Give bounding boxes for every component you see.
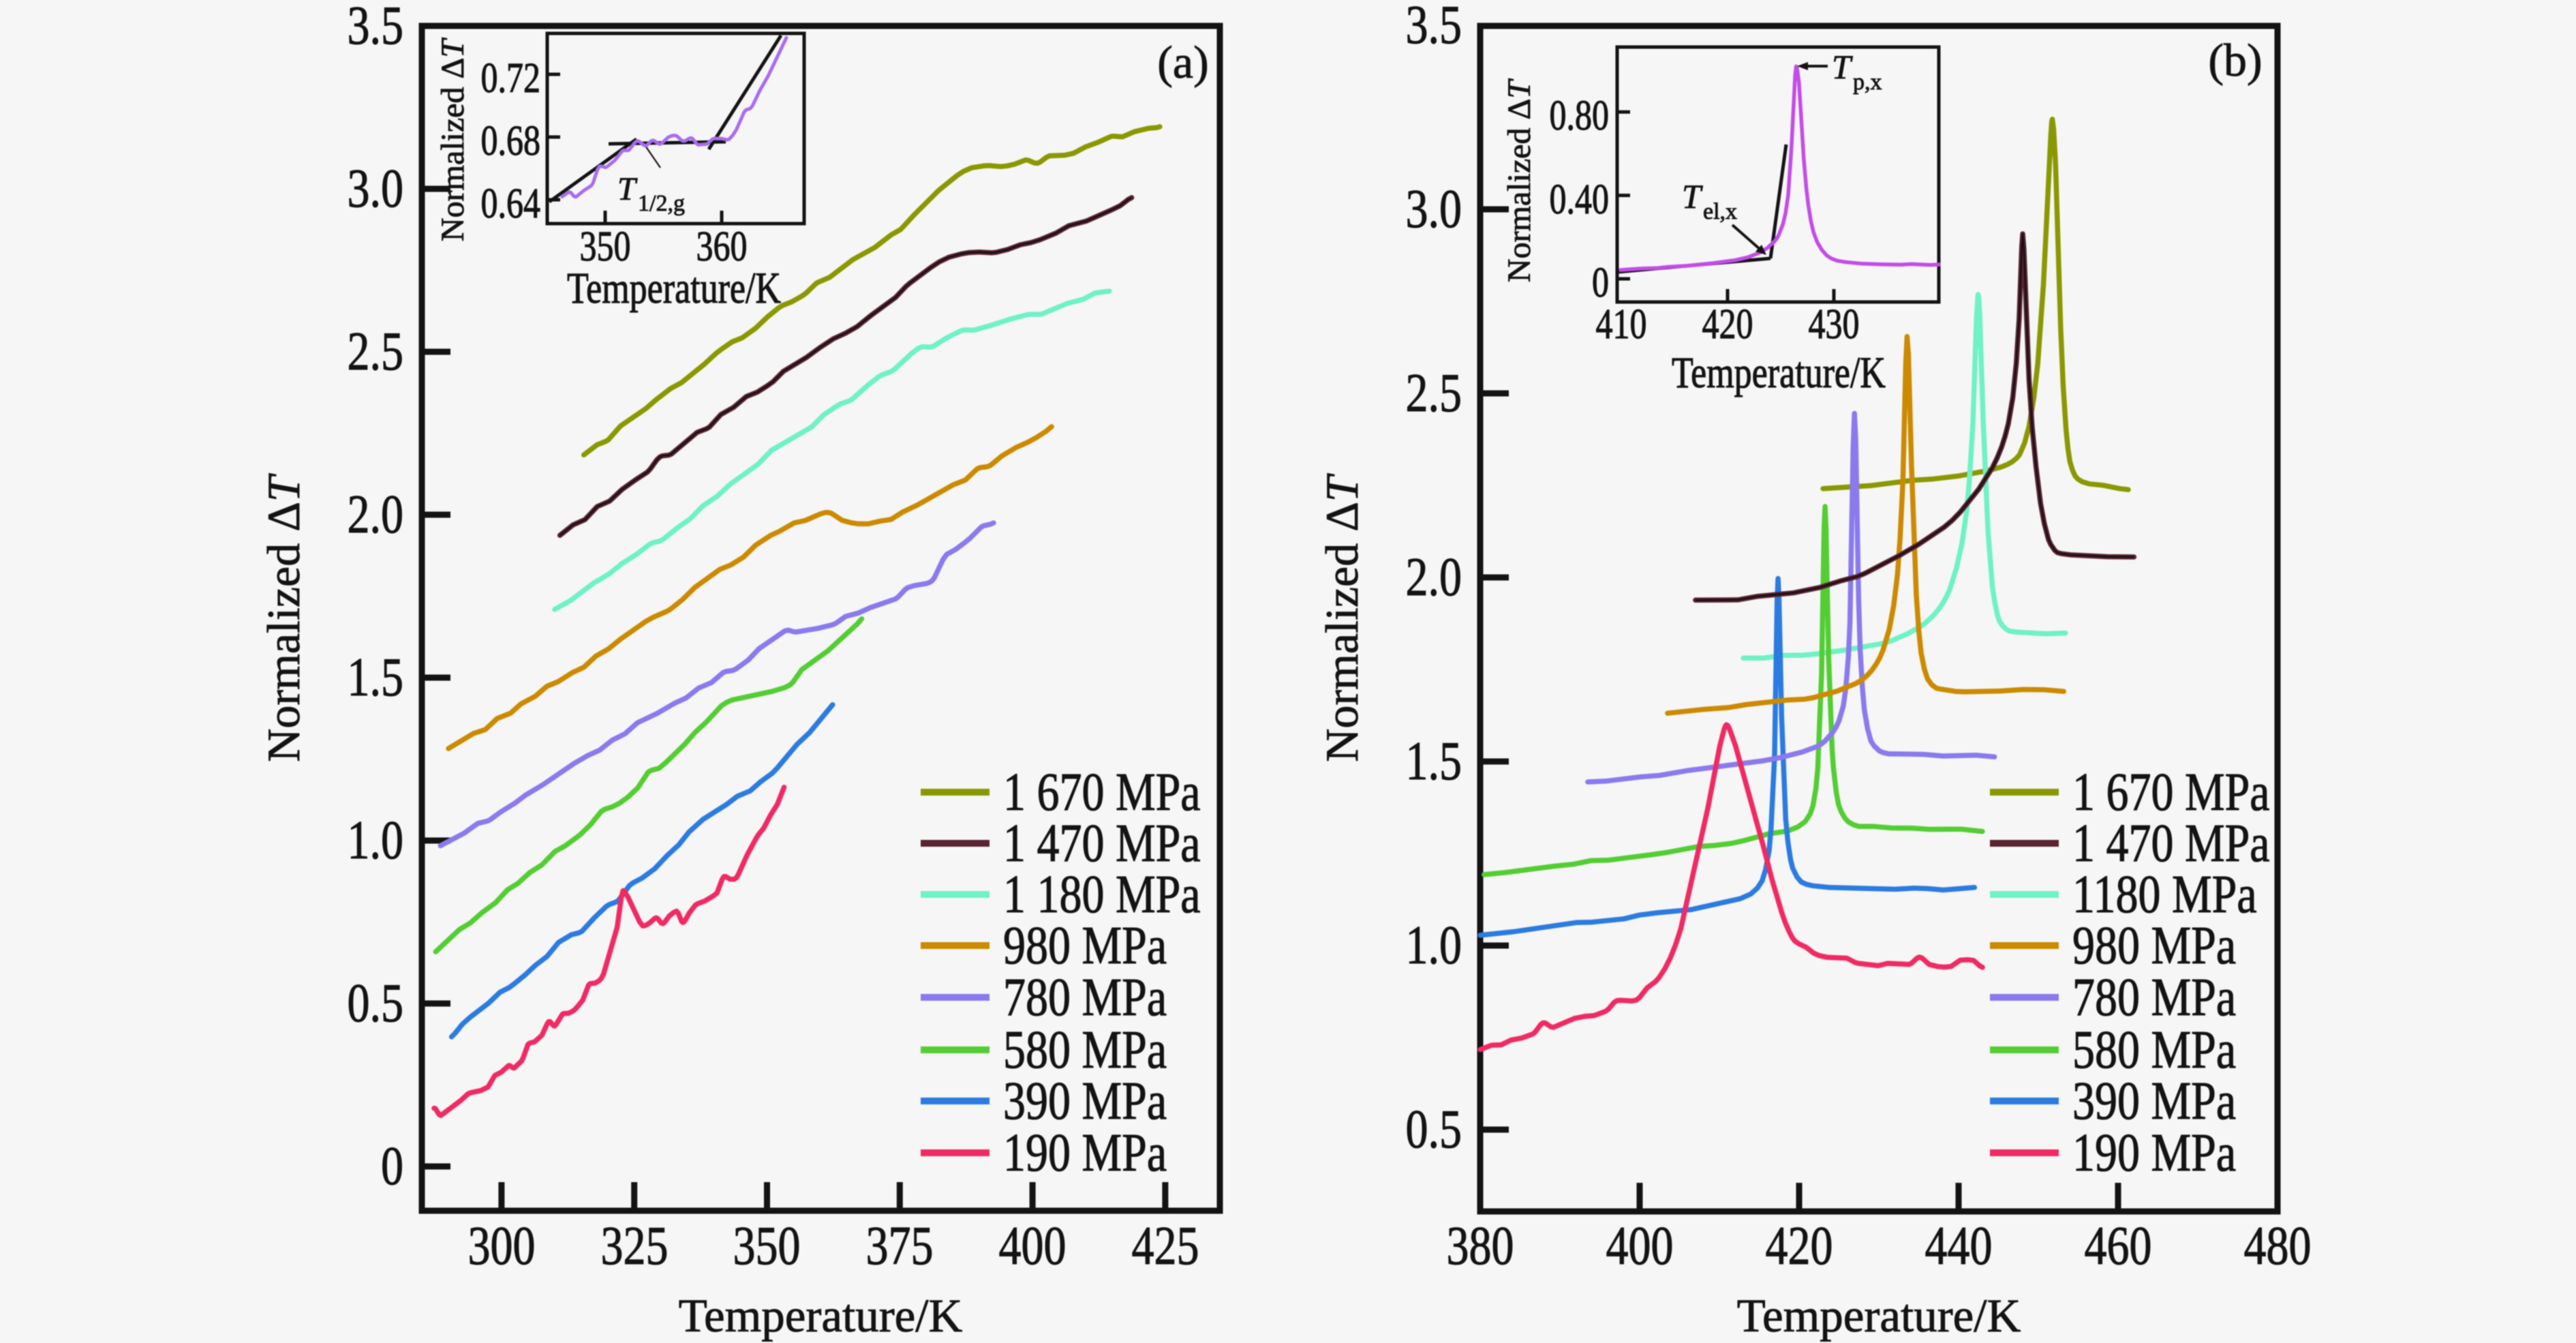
svg-text:380: 380: [1447, 1215, 1514, 1276]
svg-text:190 MPa: 190 MPa: [2072, 1122, 2236, 1182]
svg-text:580 MPa: 580 MPa: [2072, 1019, 2236, 1079]
svg-text:360: 360: [696, 224, 748, 270]
svg-text:Normalized ΔT: Normalized ΔT: [1316, 473, 1368, 762]
svg-text:190 MPa: 190 MPa: [1003, 1122, 1167, 1182]
svg-text:p,x: p,x: [1853, 70, 1882, 95]
svg-text:325: 325: [601, 1215, 669, 1276]
svg-text:3.5: 3.5: [1406, 0, 1462, 55]
svg-text:Normalized ΔT: Normalized ΔT: [1501, 78, 1537, 282]
svg-text:1.0: 1.0: [1406, 914, 1462, 976]
svg-text:0.5: 0.5: [1406, 1098, 1462, 1160]
svg-text:430: 430: [1809, 301, 1860, 348]
svg-text:1 470 MPa: 1 470 MPa: [2072, 813, 2270, 873]
svg-text:Temperature/K: Temperature/K: [567, 264, 781, 313]
svg-text:1/2,g: 1/2,g: [638, 191, 685, 216]
svg-text:350: 350: [580, 224, 631, 270]
svg-text:460: 460: [2085, 1215, 2152, 1276]
svg-text:(b): (b): [2208, 34, 2262, 86]
svg-text:400: 400: [1606, 1215, 1674, 1276]
svg-text:3.0: 3.0: [348, 157, 403, 219]
svg-text:T: T: [1682, 177, 1703, 215]
svg-text:375: 375: [866, 1215, 934, 1276]
svg-text:Temperature/K: Temperature/K: [1737, 1290, 2021, 1342]
svg-text:300: 300: [468, 1215, 536, 1276]
svg-text:3.0: 3.0: [1406, 178, 1462, 239]
svg-text:0: 0: [1592, 260, 1609, 306]
svg-text:400: 400: [999, 1215, 1067, 1276]
svg-text:350: 350: [733, 1215, 801, 1276]
svg-text:3.5: 3.5: [348, 0, 403, 55]
svg-text:2.0: 2.0: [1406, 546, 1462, 607]
svg-text:1.5: 1.5: [1406, 730, 1462, 791]
svg-text:1 670 MPa: 1 670 MPa: [1003, 761, 1201, 821]
svg-text:(a): (a): [1157, 36, 1208, 88]
svg-text:1 670 MPa: 1 670 MPa: [2072, 761, 2270, 821]
svg-text:420: 420: [1702, 301, 1753, 348]
svg-text:0.80: 0.80: [1550, 93, 1609, 139]
svg-text:780 MPa: 780 MPa: [1003, 967, 1167, 1027]
svg-text:el,x: el,x: [1703, 199, 1737, 224]
svg-text:2.5: 2.5: [348, 320, 403, 382]
svg-text:T: T: [1832, 48, 1853, 86]
svg-text:1.0: 1.0: [348, 809, 403, 871]
svg-text:440: 440: [1925, 1215, 1993, 1276]
svg-text:390 MPa: 390 MPa: [2072, 1070, 2236, 1130]
svg-text:480: 480: [2244, 1215, 2312, 1276]
svg-text:425: 425: [1132, 1215, 1199, 1276]
svg-text:0.68: 0.68: [481, 118, 540, 164]
svg-text:2.0: 2.0: [348, 483, 403, 545]
svg-text:1180 MPa: 1180 MPa: [2072, 864, 2257, 924]
svg-text:1.5: 1.5: [348, 646, 403, 708]
svg-text:980 MPa: 980 MPa: [1003, 915, 1167, 975]
svg-text:980 MPa: 980 MPa: [2072, 915, 2236, 975]
svg-text:0.40: 0.40: [1550, 177, 1609, 223]
svg-text:0.5: 0.5: [348, 972, 403, 1033]
svg-text:1 180 MPa: 1 180 MPa: [1003, 864, 1201, 924]
svg-text:390 MPa: 390 MPa: [1003, 1070, 1167, 1130]
svg-text:780 MPa: 780 MPa: [2072, 967, 2236, 1027]
svg-text:0.64: 0.64: [481, 181, 540, 227]
svg-text:Temperature/K: Temperature/K: [679, 1290, 963, 1342]
svg-text:580 MPa: 580 MPa: [1003, 1019, 1167, 1079]
svg-text:2.5: 2.5: [1406, 362, 1462, 423]
svg-text:420: 420: [1766, 1215, 1833, 1276]
svg-text:T: T: [617, 171, 638, 207]
svg-text:Normalized ΔT: Normalized ΔT: [258, 473, 309, 762]
svg-text:Normalized ΔT: Normalized ΔT: [435, 37, 471, 241]
svg-text:0: 0: [381, 1135, 403, 1196]
svg-text:Temperature/K: Temperature/K: [1672, 348, 1886, 397]
svg-text:1 470 MPa: 1 470 MPa: [1003, 813, 1201, 873]
svg-text:0.72: 0.72: [481, 55, 540, 102]
svg-text:410: 410: [1596, 301, 1647, 348]
